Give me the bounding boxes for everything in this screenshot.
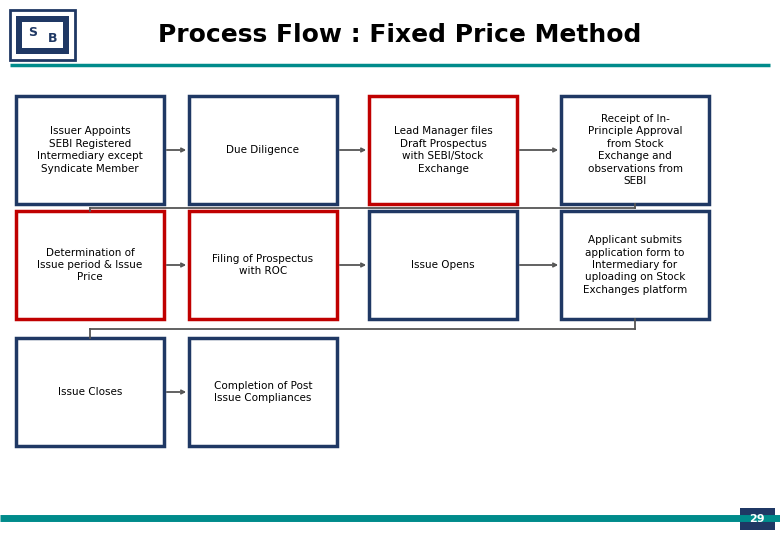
Bar [16, 96, 164, 204]
Bar [16, 211, 164, 319]
Text: Issuer Appoints
SEBI Registered
Intermediary except
Syndicate Member: Issuer Appoints SEBI Registered Intermed… [37, 126, 143, 173]
Bar [561, 211, 709, 319]
Text: Process Flow : Fixed Price Method: Process Flow : Fixed Price Method [158, 23, 642, 47]
Text: Determination of
Issue period & Issue
Price: Determination of Issue period & Issue Pr… [37, 248, 143, 282]
Bar [369, 211, 517, 319]
Text: Lead Manager files
Draft Prospectus
with SEBI/Stock
Exchange: Lead Manager files Draft Prospectus with… [394, 126, 492, 173]
Text: Completion of Post
Issue Compliances: Completion of Post Issue Compliances [214, 381, 312, 403]
Bar [740, 508, 775, 530]
Bar [189, 338, 337, 446]
Bar [561, 96, 709, 204]
Text: Issue Opens: Issue Opens [411, 260, 475, 270]
Text: Filing of Prospectus
with ROC: Filing of Prospectus with ROC [212, 254, 314, 276]
Text: Applicant submits
application form to
Intermediary for
uploading on Stock
Exchan: Applicant submits application form to In… [583, 235, 687, 295]
Bar [189, 96, 337, 204]
Bar [369, 96, 517, 204]
Bar [10, 10, 75, 60]
Bar [16, 16, 69, 54]
Text: B: B [48, 31, 57, 44]
Text: Issue Closes: Issue Closes [58, 387, 122, 397]
Bar [16, 338, 164, 446]
Bar [22, 22, 63, 48]
Text: Receipt of In-
Principle Approval
from Stock
Exchange and
observations from
SEBI: Receipt of In- Principle Approval from S… [587, 114, 682, 186]
Bar [189, 211, 337, 319]
Text: Due Diligence: Due Diligence [226, 145, 300, 155]
Text: 29: 29 [749, 514, 765, 524]
Text: S: S [28, 25, 37, 38]
